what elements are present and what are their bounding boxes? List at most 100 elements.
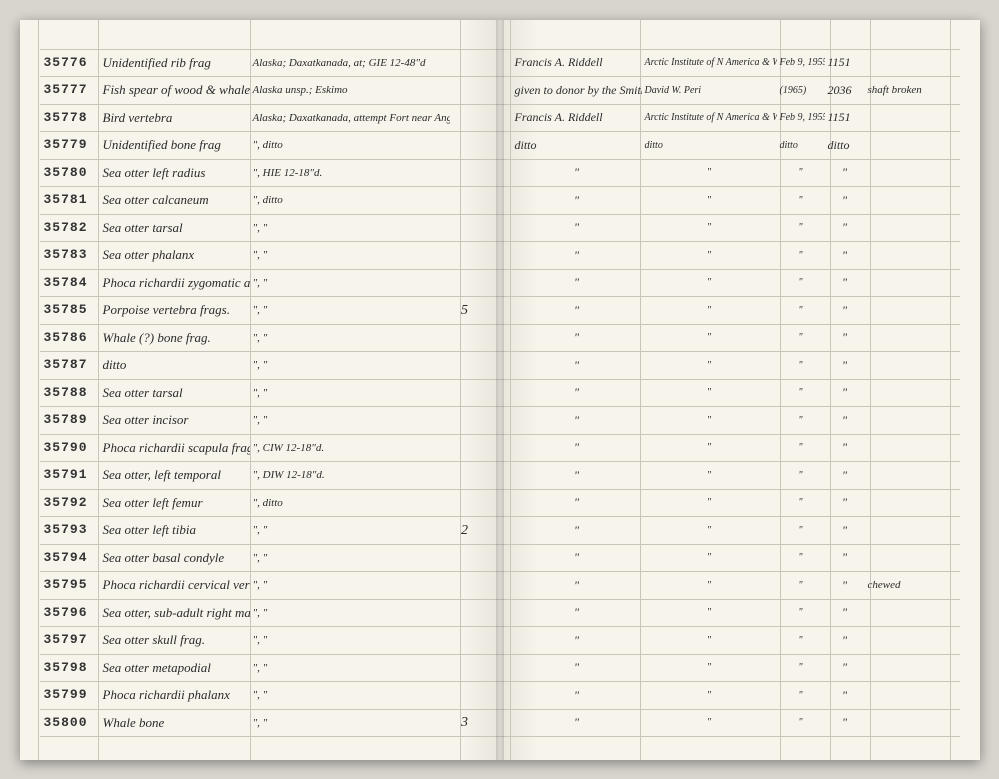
donor: given to donor by the Smith of Petaluma … — [512, 84, 642, 97]
donor: " — [512, 496, 642, 509]
locality: ", " — [250, 717, 450, 729]
catalog-number: 35791 — [40, 468, 100, 482]
locality: ", " — [250, 359, 450, 371]
ledger-row: 35778Bird vertebraAlaska; Daxatkanada, a… — [40, 105, 500, 133]
donor: Francis A. Riddell — [512, 111, 642, 124]
ledger-row: 35798Sea otter metapodial", " — [40, 655, 500, 683]
date: " — [777, 415, 825, 426]
institution: " — [642, 305, 777, 316]
locality: ", ditto — [250, 497, 450, 509]
ledger-row: 35799Phoca richardii phalanx", " — [40, 682, 500, 710]
ledger-row: """" — [500, 435, 960, 463]
catalog-number: 35781 — [40, 193, 100, 207]
catalog-number: 35789 — [40, 413, 100, 427]
accession: " — [825, 194, 865, 207]
ledger-row: """" — [500, 462, 960, 490]
ledger-row: 35782Sea otter tarsal", " — [40, 215, 500, 243]
donor: " — [512, 276, 642, 289]
date: ditto — [777, 140, 825, 151]
donor: " — [512, 386, 642, 399]
ledger-row: dittodittodittoditto — [500, 132, 960, 160]
notes: chewed — [865, 579, 940, 591]
locality: ", DIW 12-18"d. — [250, 469, 450, 481]
ledger-row: """" — [500, 545, 960, 573]
description: Unidentified rib frag — [100, 56, 250, 70]
date: " — [777, 607, 825, 618]
locality: ", HIE 12-18"d. — [250, 167, 450, 179]
date: " — [777, 497, 825, 508]
accession: " — [825, 689, 865, 702]
institution: " — [642, 277, 777, 288]
date: Feb 9, 1955 — [777, 112, 825, 123]
catalog-number: 35787 — [40, 358, 100, 372]
locality: ", " — [250, 249, 450, 261]
description: Phoca richardii cervical vertebra — [100, 578, 250, 592]
ledger-row: 35794Sea otter basal condyle", " — [40, 545, 500, 573]
institution: " — [642, 387, 777, 398]
ledger-row: Francis A. RiddellArctic Institute of N … — [500, 50, 960, 78]
donor: " — [512, 304, 642, 317]
accession: " — [825, 221, 865, 234]
locality: Alaska; Daxatkanada, attempt Fort near A… — [250, 112, 450, 124]
ledger-row: 35797Sea otter skull frag.", " — [40, 627, 500, 655]
catalog-number: 35778 — [40, 111, 100, 125]
description: Sea otter left radius — [100, 166, 250, 180]
ledger-row: 35789Sea otter incisor", " — [40, 407, 500, 435]
date: Feb 9, 1955 — [777, 57, 825, 68]
catalog-number: 35798 — [40, 661, 100, 675]
date: " — [777, 387, 825, 398]
date: " — [777, 250, 825, 261]
institution: " — [642, 552, 777, 563]
accession: 1151 — [825, 56, 865, 69]
locality: ", " — [250, 552, 450, 564]
locality: ", " — [250, 662, 450, 674]
accession: " — [825, 386, 865, 399]
institution: " — [642, 690, 777, 701]
ledger-row: """" — [500, 407, 960, 435]
institution: " — [642, 470, 777, 481]
locality: ", " — [250, 579, 450, 591]
donor: Francis A. Riddell — [512, 56, 642, 69]
date: " — [777, 332, 825, 343]
accession: " — [825, 496, 865, 509]
donor: " — [512, 689, 642, 702]
locality: ", CIW 12-18"d. — [250, 442, 450, 454]
ledger-row: 35785Porpoise vertebra frags.", "5 — [40, 297, 500, 325]
ledger-row: 35783Sea otter phalanx", " — [40, 242, 500, 270]
ledger-row: """" — [500, 187, 960, 215]
ledger-row: 35779Unidentified bone frag", ditto — [40, 132, 500, 160]
accession: " — [825, 606, 865, 619]
institution: David W. Peri — [642, 85, 777, 96]
locality: ", " — [250, 387, 450, 399]
donor: " — [512, 551, 642, 564]
catalog-number: 35800 — [40, 716, 100, 730]
institution: Arctic Institute of N America & Wenner G… — [642, 112, 777, 123]
institution: Arctic Institute of N America & Wenner G… — [642, 57, 777, 68]
date: " — [777, 195, 825, 206]
date: " — [777, 222, 825, 233]
accession: " — [825, 661, 865, 674]
institution: " — [642, 222, 777, 233]
description: Sea otter tarsal — [100, 386, 250, 400]
locality: Alaska unsp.; Eskimo — [250, 84, 450, 96]
ledger-row: given to donor by the Smith of Petaluma … — [500, 77, 960, 105]
ledger-row: """" — [500, 215, 960, 243]
locality: ", " — [250, 524, 450, 536]
date: " — [777, 552, 825, 563]
date: " — [777, 525, 825, 536]
description: Bird vertebra — [100, 111, 250, 125]
accession: " — [825, 414, 865, 427]
accession: " — [825, 716, 865, 729]
description: Phoca richardii phalanx — [100, 688, 250, 702]
quantity: 2 — [450, 523, 480, 538]
institution: " — [642, 635, 777, 646]
accession: 1151 — [825, 111, 865, 124]
ledger-row: 35795Phoca richardii cervical vertebra",… — [40, 572, 500, 600]
ledger-row: 35796Sea otter, sub-adult right mandible… — [40, 600, 500, 628]
accession: " — [825, 551, 865, 564]
description: Phoca richardii zygomatic arch — [100, 276, 250, 290]
ledger-book: 35776Unidentified rib fragAlaska; Daxatk… — [20, 20, 980, 760]
donor: " — [512, 249, 642, 262]
ledger-row: """" — [500, 297, 960, 325]
description: Sea otter incisor — [100, 413, 250, 427]
